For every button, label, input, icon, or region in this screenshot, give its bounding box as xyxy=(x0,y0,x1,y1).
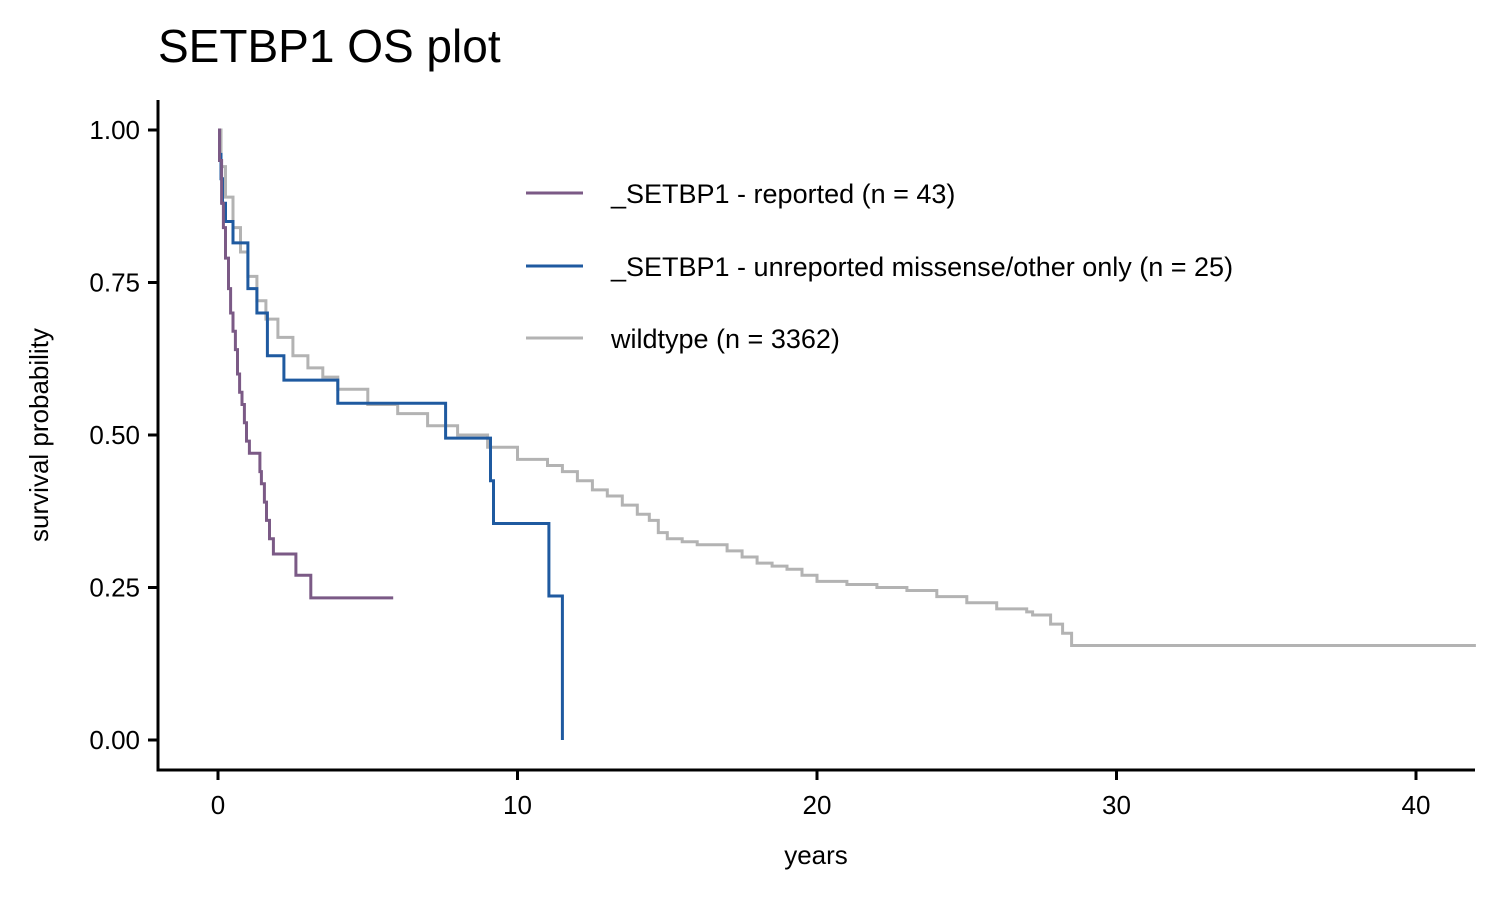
legend-label-2: wildtype (n = 3362) xyxy=(610,324,840,354)
legend-label-1: _SETBP1 - unreported missense/other only… xyxy=(610,252,1233,282)
series-line-0 xyxy=(218,128,394,600)
series-line-1 xyxy=(218,128,564,740)
y-tick-label: 0.00 xyxy=(89,725,140,755)
legend: _SETBP1 - reported (n = 43) _SETBP1 - unr… xyxy=(526,179,1233,354)
x-axis-title: years xyxy=(784,840,848,870)
series-line-2 xyxy=(218,128,1476,647)
y-tick-label: 0.50 xyxy=(89,420,140,450)
plot-area xyxy=(218,128,1476,740)
x-tick-label: 40 xyxy=(1402,790,1431,820)
x-tick-label: 30 xyxy=(1102,790,1131,820)
y-axis-title: survival probability xyxy=(24,328,54,542)
y-tick-label: 0.25 xyxy=(89,573,140,603)
x-tick-label: 0 xyxy=(211,790,225,820)
axes: 0.00 0.25 0.50 0.75 1.00 0 10 20 30 40 xyxy=(89,100,1475,820)
legend-label-0: _SETBP1 - reported (n = 43) xyxy=(610,179,955,209)
x-tick-label: 10 xyxy=(503,790,532,820)
y-tick-label: 1.00 xyxy=(89,115,140,145)
y-tick-label: 0.75 xyxy=(89,268,140,298)
chart-title: SETBP1 OS plot xyxy=(158,20,501,72)
x-tick-label: 20 xyxy=(803,790,832,820)
